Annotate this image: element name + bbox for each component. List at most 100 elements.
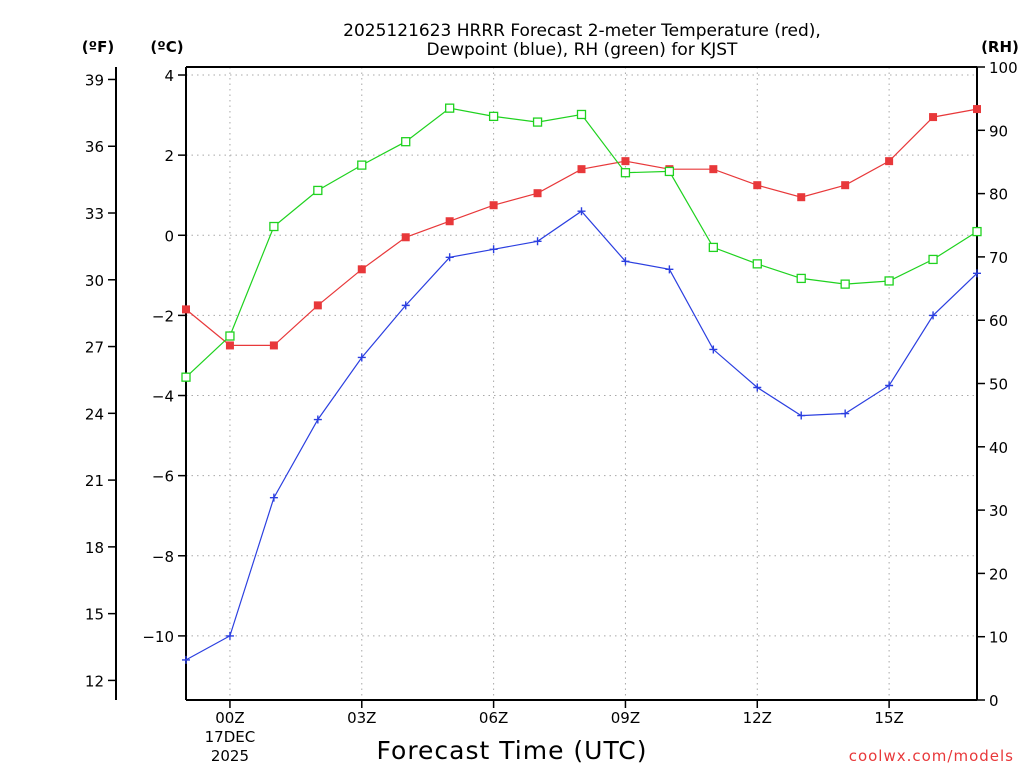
rh-point-15: [840, 279, 850, 289]
temperature-point-13: [753, 181, 762, 190]
dewpoint-point-3: [313, 415, 322, 424]
rh-tick-label-6: 40: [989, 439, 1008, 457]
rh-point-10: [620, 168, 631, 178]
rh-point-11: [664, 166, 675, 177]
rh-tick-label-1: 90: [989, 122, 1008, 140]
rh-point-5: [401, 137, 411, 147]
dewpoint-point-11: [665, 265, 674, 274]
credit-text: coolwx.com/models: [849, 747, 1014, 765]
rh-point-4: [357, 160, 367, 170]
fahrenheit-tick-label-4: 27: [85, 339, 104, 357]
rh-series: [181, 103, 982, 382]
temperature-point-2: [269, 341, 278, 350]
dewpoint-point-4: [357, 353, 366, 362]
dewpoint-point-16: [885, 381, 894, 390]
rh-tick-label-10: 0: [989, 692, 999, 710]
celsius-unit-label: (ºC): [150, 38, 183, 56]
dewpoint-point-9: [577, 207, 586, 216]
rh-tick-label-5: 50: [989, 376, 1008, 394]
dewpoint-point-18: [973, 269, 981, 278]
temperature-point-5: [401, 233, 410, 242]
rh-point-16: [884, 276, 894, 286]
time-tick-label-2: 06Z: [479, 709, 508, 727]
dewpoint-point-13: [753, 383, 762, 392]
fahrenheit-tick-label-2: 33: [85, 205, 104, 223]
dewpoint-point-2: [269, 493, 278, 502]
temperature-point-7: [489, 201, 498, 210]
dewpoint-point-10: [621, 257, 630, 266]
temperature-point-9: [577, 165, 586, 174]
temperature-series: [182, 105, 981, 350]
rh-tick-label-3: 70: [989, 249, 1008, 267]
time-tick-label-4: 12Z: [743, 709, 772, 727]
rh-tick-label-4: 60: [989, 312, 1008, 330]
temperature-point-6: [445, 217, 454, 226]
rh-point-0: [181, 372, 191, 382]
fahrenheit-tick-label-1: 36: [85, 138, 104, 156]
dewpoint-line: [185, 210, 978, 661]
rh-point-9: [576, 109, 587, 120]
rh-point-17: [928, 254, 938, 265]
temperature-point-4: [357, 265, 366, 274]
temperature-point-3: [313, 301, 322, 310]
dewpoint-point-7: [489, 245, 498, 254]
rh-point-1: [225, 331, 235, 341]
temperature-point-12: [709, 165, 718, 174]
celsius-tick-label-3: −2: [152, 307, 174, 325]
x-axis-label: Forecast Time (UTC): [377, 736, 648, 765]
dewpoint-point-5: [401, 301, 410, 310]
celsius-tick-label-4: −4: [152, 388, 174, 406]
dewpoint-point-14: [797, 411, 806, 420]
temperature-point-16: [885, 157, 894, 166]
celsius-tick-label-6: −8: [152, 548, 174, 566]
dewpoint-series: [182, 207, 981, 664]
rh-point-8: [532, 117, 543, 127]
rh-tick-label-8: 20: [989, 565, 1008, 583]
rh-point-12: [708, 242, 718, 253]
temperature-point-10: [621, 157, 630, 166]
temperature-point-17: [929, 113, 938, 122]
data-series: [181, 103, 982, 664]
axes: [108, 66, 985, 708]
rh-point-13: [752, 259, 762, 269]
temperature-line: [185, 108, 978, 346]
temperature-point-8: [533, 189, 542, 198]
rh-tick-label-7: 30: [989, 502, 1008, 520]
rh-point-2: [269, 221, 279, 232]
time-tick-label-3: 09Z: [611, 709, 640, 727]
rh-tick-label-2: 80: [989, 186, 1008, 204]
rh-unit-label: (RH): [981, 38, 1019, 56]
tick-labels: 420−2−4−6−8−1039363330272421181512100908…: [85, 59, 1018, 765]
celsius-tick-label-7: −10: [142, 628, 174, 646]
temperature-point-1: [225, 341, 234, 350]
rh-point-14: [796, 273, 806, 284]
rh-point-6: [445, 103, 455, 113]
dewpoint-point-8: [533, 237, 542, 246]
time-tick-label-5: 15Z: [874, 709, 903, 727]
celsius-tick-label-0: 4: [164, 67, 174, 85]
fahrenheit-tick-label-3: 30: [85, 272, 104, 290]
fahrenheit-tick-label-7: 18: [85, 539, 104, 557]
temperature-point-0: [182, 305, 190, 314]
celsius-tick-label-2: 0: [164, 227, 174, 245]
rh-line: [185, 107, 978, 378]
rh-tick-label-9: 10: [989, 629, 1008, 647]
temperature-point-18: [973, 105, 981, 114]
rh-point-7: [488, 111, 499, 122]
fahrenheit-tick-label-5: 24: [85, 405, 104, 423]
fahrenheit-tick-label-8: 15: [85, 606, 104, 624]
celsius-tick-label-5: −6: [152, 468, 174, 486]
chart-title-line1: 2025121623 HRRR Forecast 2-meter Tempera…: [343, 21, 821, 41]
rh-point-18: [972, 226, 982, 237]
fahrenheit-unit-label: (ºF): [82, 38, 114, 56]
grid-lines: [186, 67, 977, 700]
time-tick-date-0: 17DEC: [205, 728, 256, 746]
time-tick-label-1: 03Z: [347, 709, 376, 727]
chart-title-line2: Dewpoint (blue), RH (green) for KJST: [427, 40, 739, 60]
dewpoint-point-17: [929, 311, 938, 320]
dewpoint-point-12: [709, 345, 718, 354]
dewpoint-point-1: [225, 631, 234, 640]
celsius-tick-label-1: 2: [164, 147, 174, 165]
rh-point-3: [313, 185, 323, 196]
fahrenheit-tick-label-9: 12: [85, 672, 104, 690]
